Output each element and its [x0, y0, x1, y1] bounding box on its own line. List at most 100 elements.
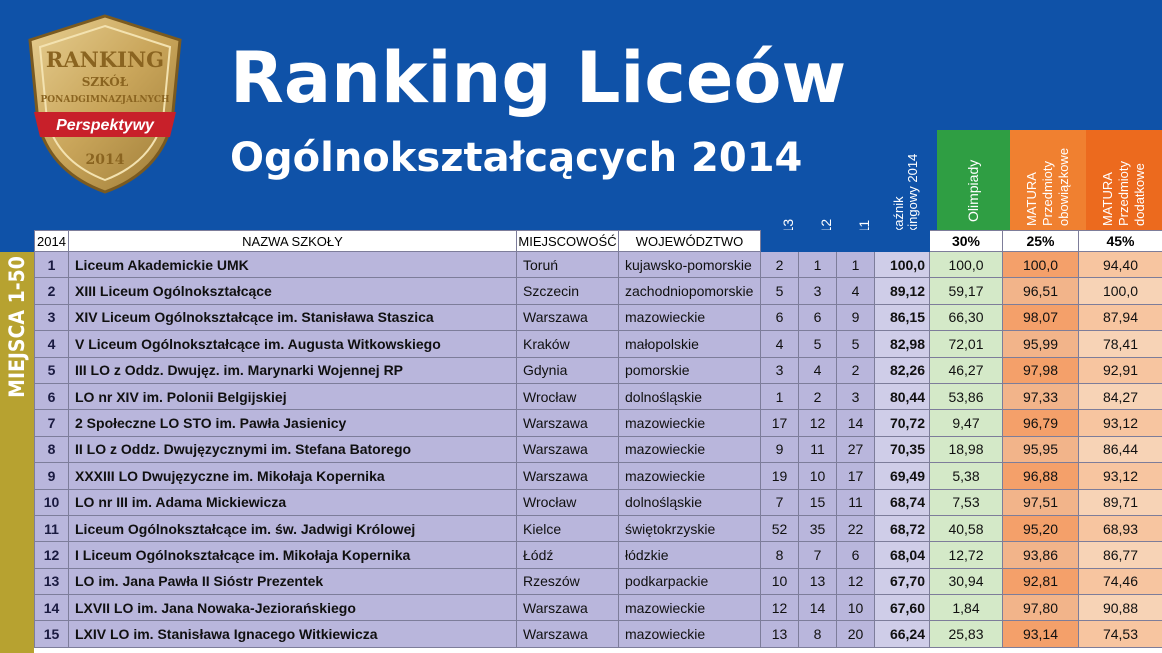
row-city: Warszawa: [516, 435, 619, 464]
table-row: 9 XXXIII LO Dwujęzyczne im. Mikołaja Kope…: [34, 462, 1162, 490]
row-matura-dodatkowe: 100,0: [1078, 277, 1162, 305]
row-rank-2011: 12: [836, 567, 875, 596]
row-index: 68,74: [874, 488, 930, 516]
row-rank-2013: 19: [760, 462, 799, 490]
row-index: 86,15: [874, 303, 930, 332]
row-voivodeship: podkarpackie: [618, 567, 761, 596]
row-rank-2013: 2: [760, 250, 799, 279]
matura-dod-line3: dodatkowe: [1132, 163, 1147, 226]
row-olimpiady: 72,01: [929, 330, 1003, 358]
row-matura-dodatkowe: 74,46: [1078, 567, 1162, 596]
header-name: NAZWA SZKOŁY: [68, 230, 517, 252]
badge-line3: PONADGIMNAZJALNYCH: [41, 95, 170, 105]
row-index: 66,24: [874, 620, 930, 648]
row-voivodeship: mazowieckie: [618, 409, 761, 437]
row-city: Warszawa: [516, 620, 619, 648]
row-olimpiady: 25,83: [929, 620, 1003, 648]
row-matura-dodatkowe: 68,93: [1078, 514, 1162, 543]
row-school-name: I Liceum Ogólnokształcące im. Mikołaja K…: [68, 541, 517, 569]
row-rank-2013: 13: [760, 620, 799, 648]
row-matura-dodatkowe: 87,94: [1078, 303, 1162, 332]
row-voivodeship: łódzkie: [618, 541, 761, 569]
table-row: 5 III LO z Oddz. Dwujęz. im. Marynarki Wo…: [34, 356, 1162, 384]
row-city: Rzeszów: [516, 567, 619, 596]
row-matura-dodatkowe: 78,41: [1078, 330, 1162, 358]
table-row: 3 XIV Liceum Ogólnokształcące im. Stanisł…: [34, 303, 1162, 332]
row-rank-2012: 35: [798, 514, 837, 543]
table-header-row: 2014 NAZWA SZKOŁY MIEJSCOWOŚĆ WOJEWÓDZTW…: [34, 230, 1162, 252]
row-matura-dodatkowe: 92,91: [1078, 356, 1162, 384]
matura-ob-line2: Przedmioty: [1040, 160, 1055, 226]
row-rank-2013: 17: [760, 409, 799, 437]
row-matura-obowiazkowe: 100,0: [1002, 250, 1079, 279]
row-matura-obowiazkowe: 97,33: [1002, 382, 1079, 411]
row-rank: 11: [34, 514, 69, 543]
row-index: 68,72: [874, 514, 930, 543]
row-city: Wrocław: [516, 488, 619, 516]
row-olimpiady: 5,38: [929, 462, 1003, 490]
row-rank: 3: [34, 303, 69, 332]
row-olimpiady: 12,72: [929, 541, 1003, 569]
row-rank-2011: 1: [836, 250, 875, 279]
row-rank-2012: 15: [798, 488, 837, 516]
header-2013: [760, 230, 799, 252]
row-matura-obowiazkowe: 93,86: [1002, 541, 1079, 569]
row-school-name: III LO z Oddz. Dwujęz. im. Marynarki Woj…: [68, 356, 517, 384]
row-matura-obowiazkowe: 97,98: [1002, 356, 1079, 384]
row-rank-2011: 3: [836, 382, 875, 411]
row-rank-2013: 4: [760, 330, 799, 358]
row-olimpiady: 66,30: [929, 303, 1003, 332]
table-row: 4 V Liceum Ogólnokształcące im. Augusta W…: [34, 330, 1162, 358]
ranking-table-wrap: 2014 NAZWA SZKOŁY MIEJSCOWOŚĆ WOJEWÓDZTW…: [34, 230, 1162, 653]
row-school-name: V Liceum Ogólnokształcące im. Augusta Wi…: [68, 330, 517, 358]
row-matura-dodatkowe: 84,27: [1078, 382, 1162, 411]
row-rank-2013: 9: [760, 435, 799, 464]
row-city: Warszawa: [516, 409, 619, 437]
badge-year: 2014: [86, 152, 125, 168]
row-matura-obowiazkowe: 95,20: [1002, 514, 1079, 543]
header-index: [874, 230, 930, 252]
row-matura-obowiazkowe: 97,51: [1002, 488, 1079, 516]
row-city: Kraków: [516, 330, 619, 358]
row-rank-2012: 7: [798, 541, 837, 569]
row-school-name: LXIV LO im. Stanisława Ignacego Witkiewi…: [68, 620, 517, 648]
row-voivodeship: mazowieckie: [618, 462, 761, 490]
table-row: 10 LO nr III im. Adama Mickiewicza Wrocław…: [34, 488, 1162, 516]
matura-ob-line1: MATURA: [1024, 172, 1039, 226]
row-rank-2011: 14: [836, 409, 875, 437]
row-rank-2012: 8: [798, 620, 837, 648]
header-weight-matura-ob: 25%: [1002, 230, 1079, 252]
row-city: Toruń: [516, 250, 619, 279]
table-body: 1 Liceum Akademickie UMK Toruń kujawsko-pom…: [34, 250, 1162, 648]
row-index: 82,98: [874, 330, 930, 358]
row-voivodeship: dolnośląskie: [618, 488, 761, 516]
row-school-name: LXVII LO im. Jana Nowaka-Jeziorańskiego: [68, 594, 517, 622]
row-school-name: LO nr III im. Adama Mickiewicza: [68, 488, 517, 516]
row-school-name: Liceum Ogólnokształcące im. św. Jadwigi …: [68, 514, 517, 543]
row-index: 68,04: [874, 541, 930, 569]
row-voivodeship: mazowieckie: [618, 303, 761, 332]
table-row: 14 LXVII LO im. Jana Nowaka-Jeziorańskieg…: [34, 594, 1162, 622]
row-rank-2011: 17: [836, 462, 875, 490]
row-rank-2012: 3: [798, 277, 837, 305]
row-olimpiady: 46,27: [929, 356, 1003, 384]
table-row: 2 XIII Liceum Ogólnokształcące Szczecin zac…: [34, 277, 1162, 305]
row-matura-dodatkowe: 86,44: [1078, 435, 1162, 464]
row-voivodeship: mazowieckie: [618, 435, 761, 464]
row-rank-2013: 10: [760, 567, 799, 596]
matura-dodatkowe-header: MATURA Przedmioty dodatkowe: [1086, 130, 1162, 231]
row-city: Gdynia: [516, 356, 619, 384]
row-rank: 5: [34, 356, 69, 384]
side-label: MIEJSCA 1-50: [0, 252, 34, 402]
row-matura-dodatkowe: 89,71: [1078, 488, 1162, 516]
header-city: MIEJSCOWOŚĆ: [516, 230, 619, 252]
row-rank-2012: 4: [798, 356, 837, 384]
row-rank-2011: 22: [836, 514, 875, 543]
row-school-name: XXXIII LO Dwujęzyczne im. Mikołaja Koper…: [68, 462, 517, 490]
row-matura-dodatkowe: 86,77: [1078, 541, 1162, 569]
row-rank-2013: 3: [760, 356, 799, 384]
row-city: Warszawa: [516, 594, 619, 622]
row-city: Warszawa: [516, 303, 619, 332]
row-voivodeship: małopolskie: [618, 330, 761, 358]
row-city: Łódź: [516, 541, 619, 569]
